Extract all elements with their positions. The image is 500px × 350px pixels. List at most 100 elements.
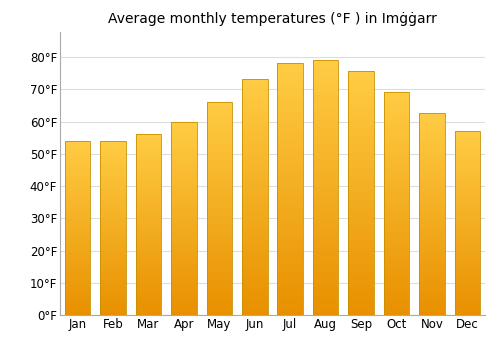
Bar [206,104,232,107]
Bar [171,281,196,284]
Bar [278,208,303,211]
Bar [313,133,338,136]
Bar [384,109,409,112]
Bar [278,177,303,180]
Bar [313,146,338,149]
Bar [419,262,444,265]
Bar [419,257,444,260]
Bar [454,184,480,187]
Bar [242,197,268,200]
Bar [313,124,338,127]
Bar [384,181,409,184]
Bar [65,258,90,261]
Bar [206,171,232,174]
Bar [242,100,268,103]
Bar [419,310,444,313]
Bar [348,303,374,306]
Bar [100,267,126,270]
Bar [136,183,162,186]
Bar [171,257,196,259]
Bar [100,272,126,274]
Bar [313,235,338,238]
Bar [313,82,338,85]
Bar [206,160,232,163]
Bar [313,216,338,219]
Bar [348,163,374,166]
Bar [278,290,303,293]
Bar [242,97,268,100]
Bar [384,151,409,154]
Bar [171,313,196,315]
Bar [65,276,90,278]
Bar [348,86,374,89]
Bar [136,295,162,297]
Bar [278,211,303,214]
Bar [454,234,480,237]
Bar [419,181,444,184]
Bar [100,239,126,241]
Bar [278,312,303,315]
Bar [348,105,374,108]
Bar [100,287,126,289]
Bar [384,178,409,181]
Bar [206,238,232,240]
Bar [454,134,480,136]
Bar [242,108,268,112]
Bar [419,229,444,232]
Bar [65,169,90,172]
Bar [206,193,232,195]
Bar [278,193,303,196]
Bar [348,312,374,315]
Bar [171,228,196,231]
Bar [171,267,196,269]
Bar [313,258,338,261]
Bar [136,281,162,283]
Bar [65,206,90,209]
Bar [136,247,162,249]
Bar [171,209,196,211]
Bar [313,219,338,223]
Bar [171,127,196,129]
Bar [454,297,480,299]
Bar [454,251,480,253]
Bar [313,105,338,108]
Bar [65,291,90,293]
Bar [242,120,268,124]
Bar [136,286,162,288]
Bar [242,124,268,126]
Bar [136,136,162,138]
Bar [171,221,196,223]
Bar [206,120,232,123]
Bar [419,118,444,121]
Bar [206,115,232,118]
Bar [100,222,126,224]
Bar [313,162,338,165]
Bar [313,172,338,175]
Bar [384,128,409,131]
Bar [65,234,90,237]
Bar [171,252,196,255]
Bar [242,288,268,292]
Bar [454,308,480,310]
Bar [419,247,444,250]
Bar [65,237,90,239]
Bar [278,142,303,145]
Bar [454,189,480,191]
Bar [278,114,303,117]
Bar [419,146,444,149]
Bar [278,249,303,252]
Bar [348,160,374,163]
Bar [65,263,90,265]
Bar [100,141,126,315]
Bar [278,183,303,186]
Bar [65,174,90,176]
Bar [419,267,444,270]
Bar [384,184,409,187]
Bar [419,141,444,144]
Bar [136,267,162,270]
Bar [206,123,232,126]
Bar [348,96,374,99]
Bar [100,232,126,234]
Bar [419,254,444,257]
Bar [242,274,268,277]
